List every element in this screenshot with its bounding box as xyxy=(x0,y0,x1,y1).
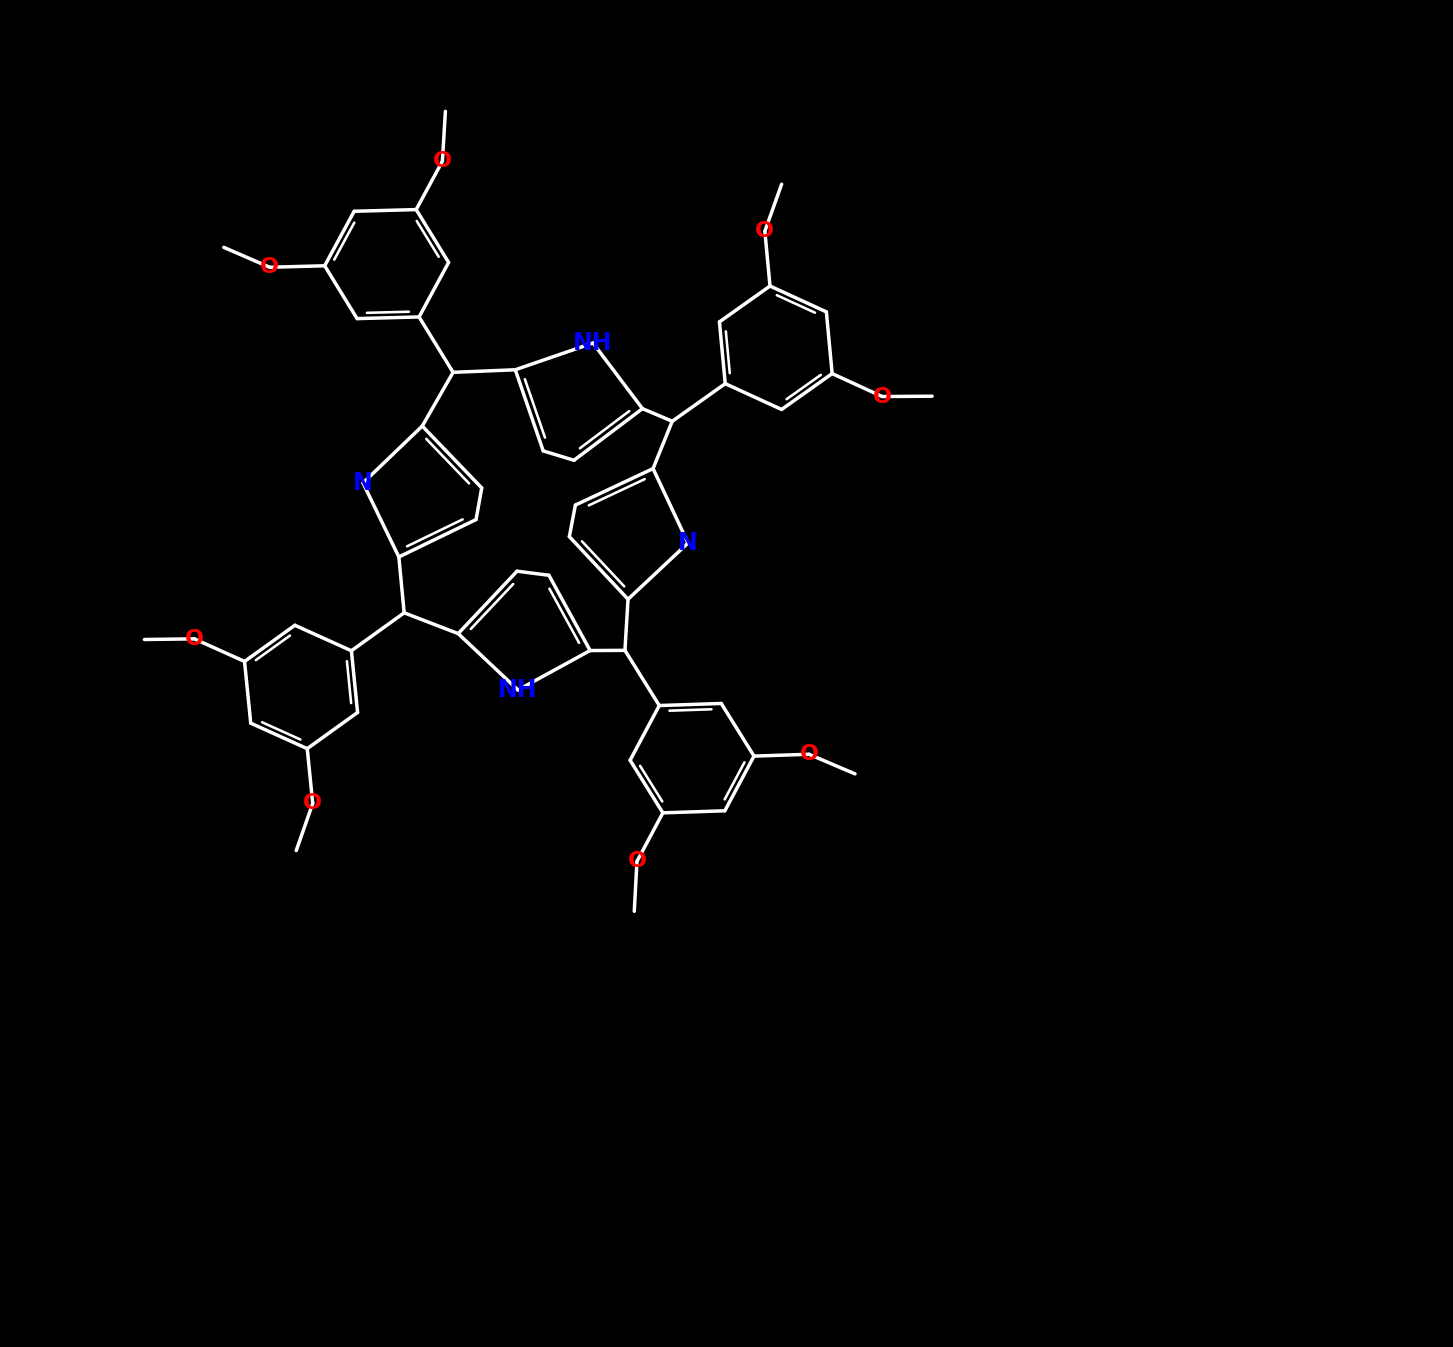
Text: O: O xyxy=(873,387,892,407)
Text: N: N xyxy=(679,531,697,555)
Text: NH: NH xyxy=(498,678,538,702)
Text: O: O xyxy=(260,257,279,277)
Text: O: O xyxy=(799,745,818,764)
Text: N: N xyxy=(353,471,373,494)
Text: O: O xyxy=(756,221,774,241)
Text: NH: NH xyxy=(574,331,613,356)
Text: O: O xyxy=(433,151,452,171)
Text: O: O xyxy=(185,629,203,649)
Text: O: O xyxy=(628,851,647,872)
Text: O: O xyxy=(304,793,323,814)
